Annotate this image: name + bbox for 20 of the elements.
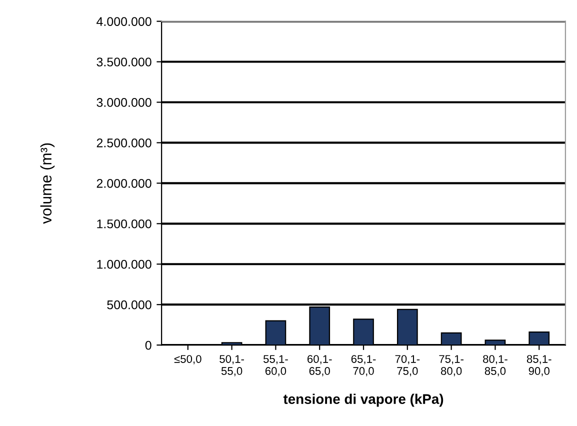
x-tick-label: 80,1- 85,0 (483, 355, 508, 376)
x-tick-label: 85,1- 90,0 (526, 355, 552, 376)
y-tick-label: 2.500.000 (96, 138, 152, 148)
y-tick-label: 500.000 (107, 300, 152, 310)
x-axis-title: tensione di vapore (kPa) (283, 394, 444, 407)
x-tick-label: 55,1- 60,0 (263, 355, 288, 376)
y-tick-label: 3.500.000 (96, 58, 152, 66)
x-tick-label: 75,1- 80,0 (439, 355, 464, 376)
x-tick-label: 65,1- 70,0 (351, 355, 376, 376)
y-tick-label: 2.000.000 (96, 178, 152, 188)
y-tick-label: 3.000.000 (96, 98, 152, 107)
y-axis-title: volume (m³) (40, 143, 55, 224)
y-tick-label: 1.000.000 (97, 260, 152, 269)
y-tick-label: 1.500.000 (97, 219, 152, 228)
x-tick-label: 70,1- 75,0 (395, 355, 420, 376)
y-tick-label: 0 (145, 340, 152, 350)
x-tick-label: ≤50,0 (174, 355, 202, 364)
x-tick-label: 60,1- 65,0 (308, 355, 332, 376)
x-tick-label: 50,1- 55,0 (220, 355, 244, 376)
y-tick-label: 4.000.000 (96, 17, 152, 26)
